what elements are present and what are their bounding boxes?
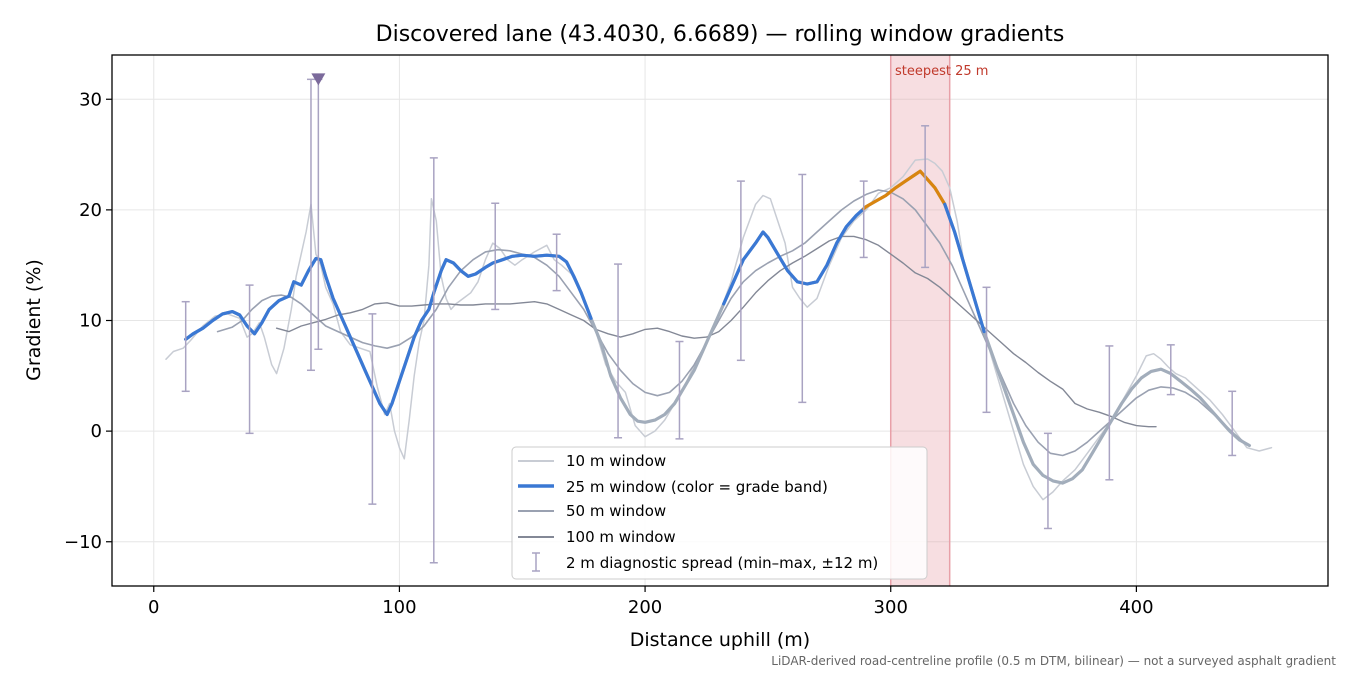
error-bar [1228,390,1237,457]
legend: 10 m window 25 m window (color = grade b… [511,446,928,580]
legend-label-w25: 25 m window (color = grade band) [566,478,828,496]
x-tick-label: 400 [1119,597,1153,618]
error-bar [306,78,315,372]
legend-label-w10: 10 m window [566,452,666,470]
x-tick-label: 300 [874,597,908,618]
legend-label-w50: 50 m window [566,502,666,520]
error-bar [614,263,623,439]
series-segment-w25-moderate [943,202,986,334]
x-axis-label: Distance uphill (m) [630,629,810,651]
error-bar [552,233,561,292]
legend-label-w100: 100 m window [566,528,676,546]
legend-frame [511,446,928,580]
error-bar [368,313,377,505]
y-tick-label: 30 [79,89,102,110]
steepest-band-label: steepest 25 m [895,64,988,79]
series-segment-w25-moderate [722,207,866,306]
error-bar [314,78,323,351]
footnote: LiDAR-derived road-centreline profile (0… [771,654,1336,668]
error-bar [736,180,745,362]
error-bar [1105,345,1114,481]
legend-swatch-errbar [532,552,540,572]
x-axis: 0 100 200 300 400 [148,586,1154,618]
error-bar [675,340,684,440]
chart-title: Discovered lane (43.4030, 6.6689) — roll… [376,22,1065,47]
error-bar [1166,344,1175,396]
x-tick-label: 100 [382,597,416,618]
error-bar [982,286,991,414]
x-tick-label: 200 [628,597,662,618]
y-tick-label: 20 [79,200,102,221]
clip-marker [311,73,326,86]
error-bar [245,284,254,435]
legend-label-errbar: 2 m diagnostic spread (min–max, ±12 m) [566,554,878,572]
series-segment-w25-moderate [184,253,593,417]
error-bar [491,202,500,311]
error-bar [429,157,438,564]
error-bar [1043,432,1052,530]
error-bar [921,125,930,269]
error-bar [798,173,807,404]
y-tick-label: 10 [79,311,102,332]
series-line-w100 [275,235,1157,428]
y-tick-label: 0 [91,421,102,442]
clip-marker-layer [311,73,326,86]
error-bar [859,180,868,259]
y-tick-label: −10 [64,532,102,553]
y-axis: −10 0 10 20 30 [64,89,112,553]
error-bar [181,300,190,393]
series-line-w50 [216,189,1248,457]
series-layer [165,158,1273,501]
error-bars [181,78,1237,564]
x-tick-label: 0 [148,597,159,618]
y-axis-label: Gradient (%) [23,259,45,381]
series-segment-w25-steep [862,169,947,211]
